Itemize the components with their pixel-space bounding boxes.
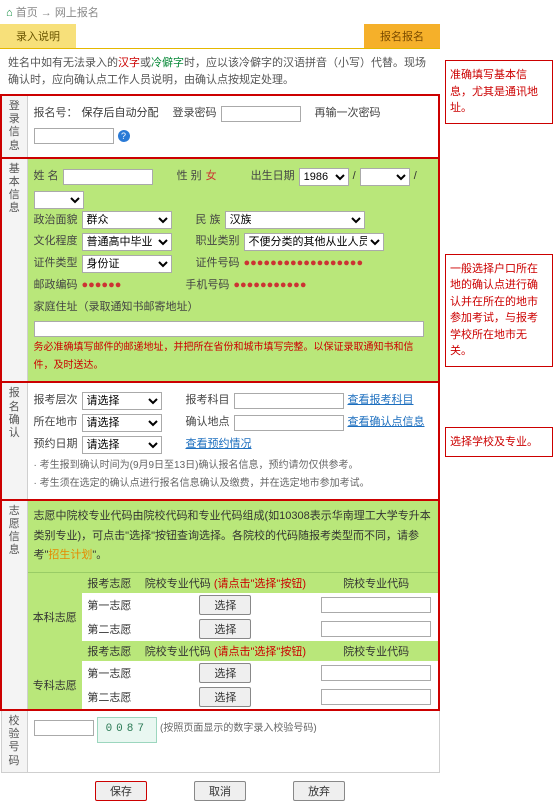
post-label: 邮政编码 — [34, 276, 78, 296]
regno-value: 保存后自动分配 — [82, 104, 159, 124]
side-note-2: 一般选择户口所在地的确认点进行确认并在所在的地市参加考试，与报考学校所在地市无关… — [445, 254, 553, 367]
section-login-label: 登录信息 — [8, 100, 20, 153]
certno-label: 证件号码 — [196, 254, 240, 274]
subject-label: 报考科目 — [186, 391, 230, 411]
wish-intro2: "。 — [92, 549, 107, 561]
birth-day-select[interactable] — [34, 191, 84, 209]
cert-select[interactable]: 身份证 — [82, 255, 172, 273]
name-input[interactable] — [63, 169, 153, 185]
edu-select[interactable]: 普通高中毕业 — [82, 233, 172, 251]
section-wish-label: 志愿信息 — [8, 505, 20, 558]
sex-value: 女 — [206, 167, 217, 187]
wish-bk2-label: 第二志愿 — [82, 617, 137, 641]
crumb-sep: → — [41, 7, 52, 19]
wish-zk2-select-button[interactable]: 选择 — [199, 687, 251, 707]
wish-zk2-label: 第二志愿 — [82, 685, 137, 709]
edu-label: 文化程度 — [34, 232, 78, 252]
pol-label: 政治面貌 — [34, 211, 78, 231]
point-input[interactable] — [234, 415, 344, 431]
section-basic-label: 基本信息 — [8, 163, 20, 216]
help-icon[interactable]: ? — [118, 130, 130, 142]
city-label: 所在地市 — [34, 413, 78, 433]
job-label: 职业类别 — [196, 232, 240, 252]
mob-value: ●●●●●●●●●●● — [233, 276, 306, 296]
wish-bk1-select-button[interactable]: 选择 — [199, 595, 251, 615]
birth-month-select[interactable] — [360, 168, 410, 186]
date-view-link[interactable]: 查看预约情况 — [186, 435, 252, 455]
pol-select[interactable]: 群众 — [82, 211, 172, 229]
side-note-3: 选择学校及专业。 — [445, 427, 553, 458]
wish-col3b: 院校专业代码 — [314, 641, 438, 661]
wish-col2: 院校专业代码 — [145, 578, 211, 590]
pwd2-label: 再输一次密码 — [315, 104, 381, 124]
subject-view-link[interactable]: 查看报考科目 — [348, 391, 414, 411]
date-label: 预约日期 — [34, 435, 78, 455]
captcha-hint: (按照页面显示的数字录入校验号码) — [160, 723, 317, 734]
wish-zk1-select-button[interactable]: 选择 — [199, 663, 251, 683]
nat-select[interactable]: 汉族 — [225, 211, 365, 229]
wish-bk1-code-input[interactable] — [321, 597, 431, 613]
birth-label: 出生日期 — [251, 167, 295, 187]
wish-zk-label: 专科志愿 — [28, 661, 83, 709]
section-captcha-label: 校验号码 — [8, 715, 20, 768]
giveup-button[interactable]: 放弃 — [293, 781, 345, 801]
confirm-tip2: · 考生须在选定的确认点进行报名信息确认及缴费，并在选定地市参加考试。 — [34, 475, 433, 493]
wish-intro-plan: 招生计划 — [48, 549, 92, 561]
home-icon: ⌂ — [6, 7, 13, 19]
sex-label: 性 别 — [177, 167, 202, 187]
save-button[interactable]: 保存 — [95, 781, 147, 801]
cert-label: 证件类型 — [34, 254, 78, 274]
crumb-current: 网上报名 — [55, 7, 99, 19]
job-select[interactable]: 不便分类的其他从业人员 — [244, 233, 384, 251]
name-label: 姓 名 — [34, 167, 59, 187]
cancel-button[interactable]: 取消 — [194, 781, 246, 801]
wish-bk-label: 本科志愿 — [28, 593, 83, 641]
pwd-input[interactable] — [221, 106, 301, 122]
nat-label: 民 族 — [196, 211, 221, 231]
city-select[interactable]: 请选择 — [82, 414, 162, 432]
confirm-tip1: · 考生报到确认时间为(9月9日至13日)确认报名信息，预约请勿仅供参考。 — [34, 457, 433, 475]
wish-bk2-code-input[interactable] — [321, 621, 431, 637]
captcha-image: 0087 — [97, 717, 157, 743]
addr-warning: 务必准确填写邮件的邮递地址，并把所在省份和城市填写完整。以保证录取通知书和信件，… — [34, 339, 433, 375]
birth-year-select[interactable]: 1986 — [299, 168, 349, 186]
birth-sep1: / — [353, 167, 356, 187]
captcha-input[interactable] — [34, 720, 94, 736]
wish-zk1-code-input[interactable] — [321, 665, 431, 681]
pwd2-input[interactable] — [34, 128, 114, 144]
birth-sep2: / — [414, 167, 417, 187]
crumb-home[interactable]: 首页 — [16, 7, 38, 19]
tab-signup[interactable]: 报名报名 — [364, 24, 440, 48]
wish-bk2-select-button[interactable]: 选择 — [199, 619, 251, 639]
section-confirm-label: 报名确认 — [8, 387, 20, 440]
wish-zk1-label: 第一志愿 — [82, 661, 137, 685]
mob-label: 手机号码 — [185, 276, 229, 296]
post-value: ●●●●●● — [82, 276, 122, 296]
certno-value: ●●●●●●●●●●●●●●●●●● — [244, 254, 364, 274]
wish-col2b: 院校专业代码 — [145, 646, 211, 658]
pwd-label: 登录密码 — [173, 104, 217, 124]
level-label: 报考层次 — [34, 391, 78, 411]
point-view-link[interactable]: 查看确认点信息 — [348, 413, 425, 433]
tab-input-desc[interactable]: 录入说明 — [0, 24, 76, 48]
subject-input[interactable] — [234, 393, 344, 409]
addr-label: 家庭住址（录取通知书邮寄地址） — [34, 298, 199, 318]
date-select[interactable]: 请选择 — [82, 436, 162, 454]
intro-text: 姓名中如有无法录入的汉字或冷僻字时，应以该冷僻字的汉语拼音（小写）代替。现场确认… — [0, 49, 440, 94]
addr-input[interactable] — [34, 321, 425, 337]
side-note-1: 准确填写基本信息，尤其是通讯地址。 — [445, 60, 553, 124]
wish-col1b: 报考志愿 — [82, 641, 137, 661]
wish-col1: 报考志愿 — [82, 573, 137, 593]
wish-hint1: (请点击"选择"按钮) — [214, 578, 306, 590]
wish-col3: 院校专业代码 — [314, 573, 438, 593]
wish-bk1-label: 第一志愿 — [82, 593, 137, 617]
regno-label: 报名号： — [34, 104, 78, 124]
point-label: 确认地点 — [186, 413, 230, 433]
wish-hint2: (请点击"选择"按钮) — [214, 646, 306, 658]
wish-zk2-code-input[interactable] — [321, 689, 431, 705]
level-select[interactable]: 请选择 — [82, 392, 162, 410]
